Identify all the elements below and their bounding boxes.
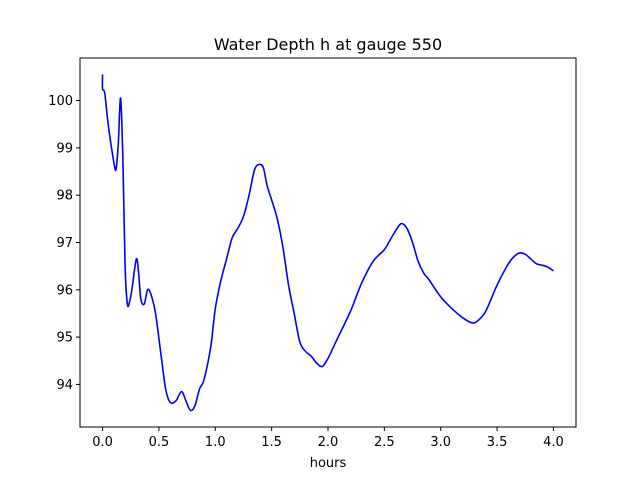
y-tick-label: 96 <box>56 283 73 298</box>
x-tick-label: 3.5 <box>487 435 508 450</box>
x-tick-label: 1.0 <box>205 435 226 450</box>
y-tick-label: 97 <box>56 236 73 251</box>
y-tick-label: 98 <box>56 189 73 204</box>
series-line <box>101 74 554 412</box>
x-tick-label: 2.0 <box>318 435 339 450</box>
plot-series <box>101 74 554 412</box>
x-tick-label: 3.0 <box>430 435 451 450</box>
x-tick-label: 1.5 <box>261 435 282 450</box>
x-tick-label: 2.5 <box>374 435 395 450</box>
x-tick-label: 0.0 <box>92 435 113 450</box>
x-axis-label: hours <box>310 456 347 471</box>
x-tick-label: 0.5 <box>149 435 170 450</box>
y-tick-label: 100 <box>48 94 73 109</box>
y-tick-label: 95 <box>56 331 73 346</box>
axis-ticks: 0.0 0.5 1.0 1.5 2.0 2.5 3.0 3.5 4.0 94 95 96 97 98 99 1… <box>48 94 564 450</box>
y-tick-label: 94 <box>56 378 73 393</box>
y-tick-label: 99 <box>56 141 73 156</box>
chart-title: Water Depth h at gauge 550 <box>214 35 442 54</box>
plot-frame <box>79 57 577 428</box>
x-tick-label: 4.0 <box>543 435 564 450</box>
